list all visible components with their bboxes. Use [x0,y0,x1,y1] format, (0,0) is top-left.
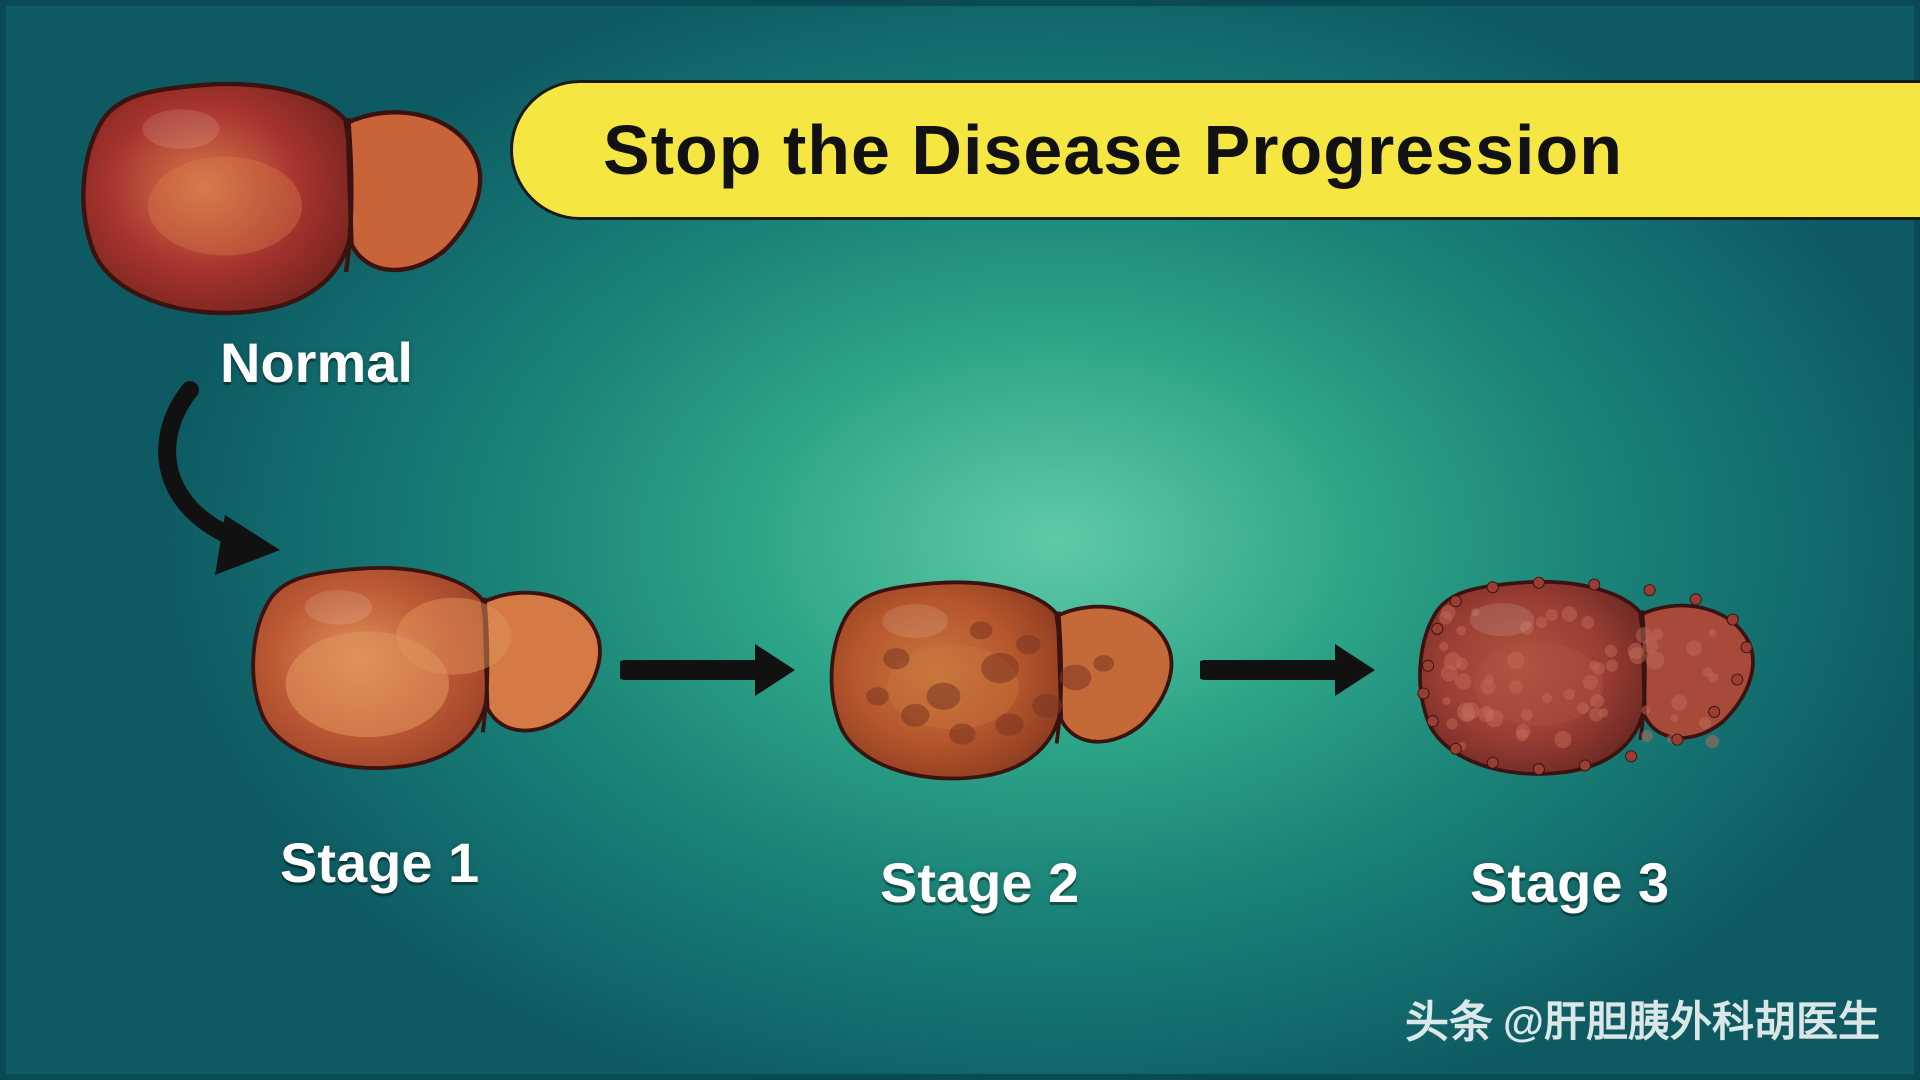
label-stage3: Stage 3 [1470,850,1669,915]
liver-stage1 [230,540,620,790]
watermark-handle: @肝胆胰外科胡医生 [1503,988,1880,1049]
label-stage2: Stage 2 [880,850,1079,915]
label-stage1: Stage 1 [280,830,479,895]
title-text: Stop the Disease Progression [603,110,1623,190]
watermark-brand: 头条 [1405,986,1493,1050]
liver-stage3 [1400,555,1770,795]
title-banner: Stop the Disease Progression [510,80,1920,220]
watermark: 头条 @肝胆胰外科胡医生 [1405,986,1880,1050]
arrow-h1 [620,640,800,700]
liver-normal [60,50,500,340]
arrow-h2 [1200,640,1380,700]
liver-stage2 [810,555,1190,800]
